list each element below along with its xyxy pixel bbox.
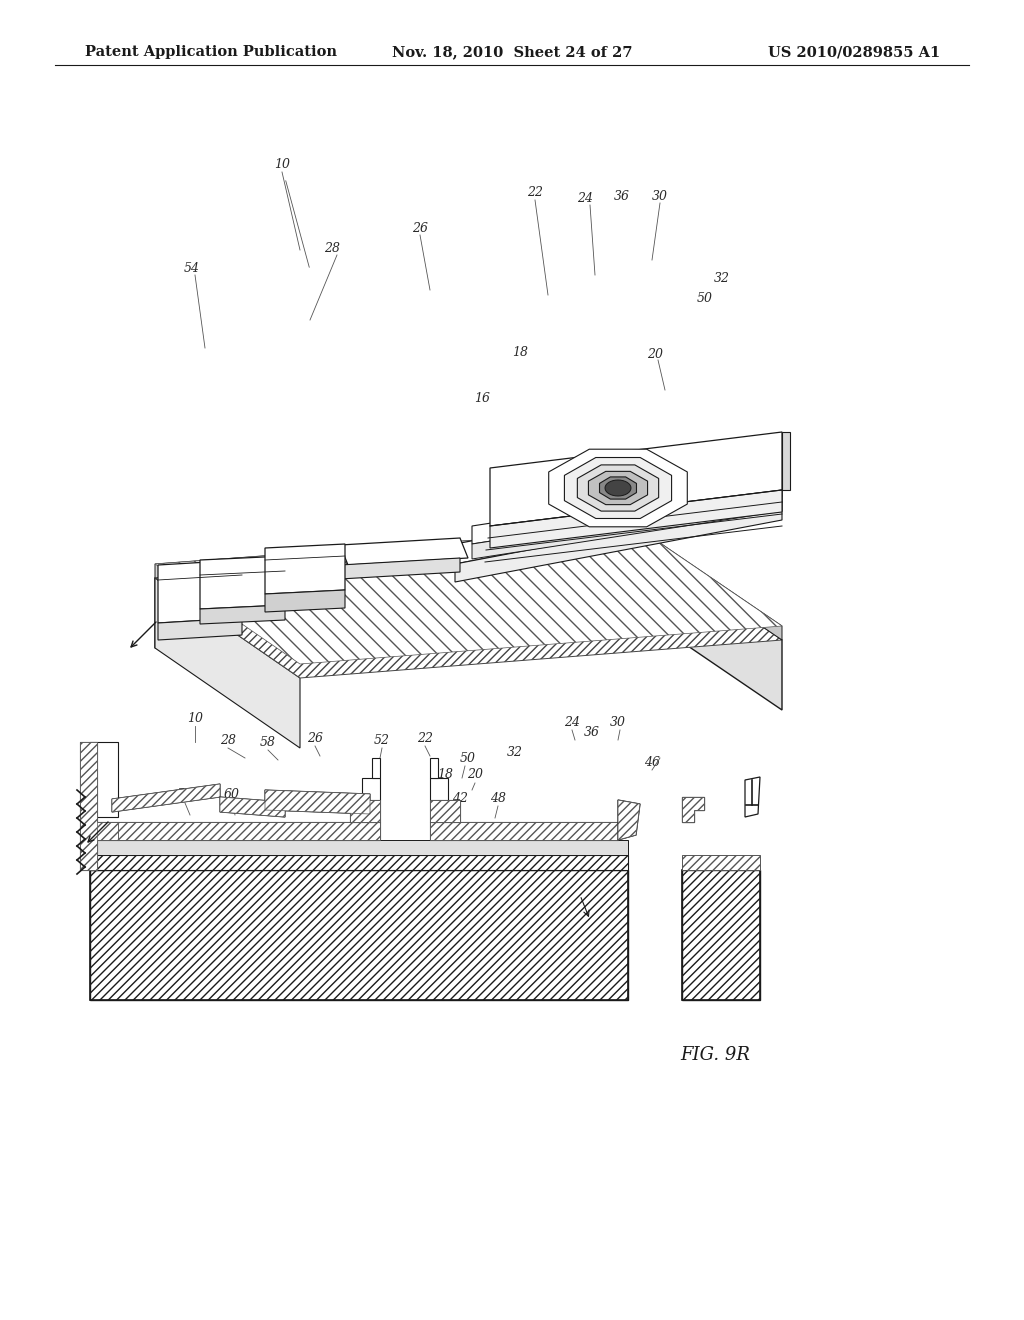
Polygon shape	[589, 471, 647, 504]
Text: 50: 50	[460, 751, 476, 764]
Polygon shape	[362, 777, 380, 800]
Polygon shape	[155, 528, 782, 664]
Text: 50: 50	[697, 292, 713, 305]
Polygon shape	[682, 797, 705, 822]
Polygon shape	[155, 528, 638, 578]
Text: 56: 56	[177, 788, 193, 801]
Text: 18: 18	[512, 346, 528, 359]
Text: 30: 30	[610, 715, 626, 729]
Polygon shape	[350, 800, 380, 822]
Text: 46: 46	[644, 755, 660, 768]
Polygon shape	[430, 777, 449, 800]
Polygon shape	[599, 477, 637, 499]
Polygon shape	[430, 800, 460, 822]
Polygon shape	[472, 496, 782, 558]
Polygon shape	[80, 742, 97, 870]
Text: 24: 24	[577, 191, 593, 205]
Polygon shape	[118, 822, 380, 840]
Polygon shape	[200, 556, 285, 609]
Polygon shape	[265, 590, 345, 612]
Polygon shape	[455, 482, 782, 564]
Polygon shape	[265, 544, 345, 594]
Polygon shape	[490, 490, 782, 548]
Polygon shape	[118, 822, 380, 840]
Text: 32: 32	[714, 272, 730, 285]
Polygon shape	[155, 543, 638, 648]
Polygon shape	[90, 822, 118, 840]
Text: 22: 22	[417, 731, 433, 744]
Polygon shape	[90, 870, 628, 1001]
Polygon shape	[682, 855, 760, 870]
Text: Nov. 18, 2010  Sheet 24 of 27: Nov. 18, 2010 Sheet 24 of 27	[392, 45, 632, 59]
Text: 10: 10	[274, 158, 290, 172]
Polygon shape	[90, 855, 628, 870]
Polygon shape	[220, 797, 285, 817]
Text: 20: 20	[467, 768, 483, 781]
Text: 22: 22	[527, 186, 543, 198]
Text: 10: 10	[187, 711, 203, 725]
Text: 58: 58	[260, 735, 276, 748]
Text: 60: 60	[224, 788, 240, 801]
Text: 42: 42	[452, 792, 468, 804]
Text: 20: 20	[647, 348, 663, 362]
Polygon shape	[430, 800, 460, 822]
Polygon shape	[340, 558, 460, 579]
Text: 30: 30	[652, 190, 668, 202]
Polygon shape	[158, 618, 242, 640]
Polygon shape	[682, 870, 760, 1001]
Polygon shape	[155, 578, 300, 748]
Polygon shape	[455, 502, 782, 582]
Polygon shape	[90, 822, 118, 840]
Text: 16: 16	[360, 784, 376, 796]
Polygon shape	[618, 800, 640, 840]
Text: 54: 54	[184, 261, 200, 275]
Polygon shape	[200, 605, 285, 624]
Polygon shape	[472, 478, 782, 544]
Polygon shape	[430, 822, 618, 840]
Polygon shape	[265, 789, 370, 814]
Polygon shape	[578, 465, 658, 511]
Polygon shape	[90, 840, 628, 855]
Text: US 2010/0289855 A1: US 2010/0289855 A1	[768, 45, 940, 59]
Text: 32: 32	[507, 746, 523, 759]
Polygon shape	[350, 800, 380, 822]
Polygon shape	[490, 432, 782, 525]
Polygon shape	[605, 480, 631, 496]
Polygon shape	[638, 543, 782, 710]
Text: 24: 24	[564, 715, 580, 729]
Polygon shape	[682, 797, 705, 822]
Polygon shape	[80, 742, 97, 870]
Polygon shape	[155, 543, 782, 678]
Text: 28: 28	[220, 734, 236, 747]
Text: 48: 48	[490, 792, 506, 804]
Polygon shape	[265, 789, 370, 814]
Polygon shape	[158, 560, 242, 623]
Polygon shape	[220, 797, 285, 817]
Polygon shape	[782, 432, 790, 490]
Text: 36: 36	[584, 726, 600, 738]
Polygon shape	[549, 449, 687, 527]
Polygon shape	[340, 539, 468, 565]
Polygon shape	[564, 458, 672, 519]
Polygon shape	[638, 528, 782, 640]
Text: 18: 18	[437, 768, 453, 781]
Polygon shape	[372, 758, 380, 777]
Text: 16: 16	[474, 392, 490, 404]
Polygon shape	[430, 822, 618, 840]
Text: 36: 36	[614, 190, 630, 202]
Polygon shape	[90, 742, 118, 817]
Polygon shape	[112, 784, 220, 812]
Text: Patent Application Publication: Patent Application Publication	[85, 45, 337, 59]
Polygon shape	[618, 800, 640, 840]
Text: 28: 28	[324, 242, 340, 255]
Text: 52: 52	[374, 734, 390, 747]
Polygon shape	[112, 784, 220, 812]
Text: 26: 26	[412, 222, 428, 235]
Text: 26: 26	[307, 731, 323, 744]
Text: 54: 54	[105, 742, 121, 755]
Polygon shape	[745, 777, 760, 817]
Polygon shape	[430, 758, 438, 777]
Text: FIG. 8R: FIG. 8R	[680, 620, 750, 639]
Text: FIG. 9R: FIG. 9R	[680, 1045, 750, 1064]
